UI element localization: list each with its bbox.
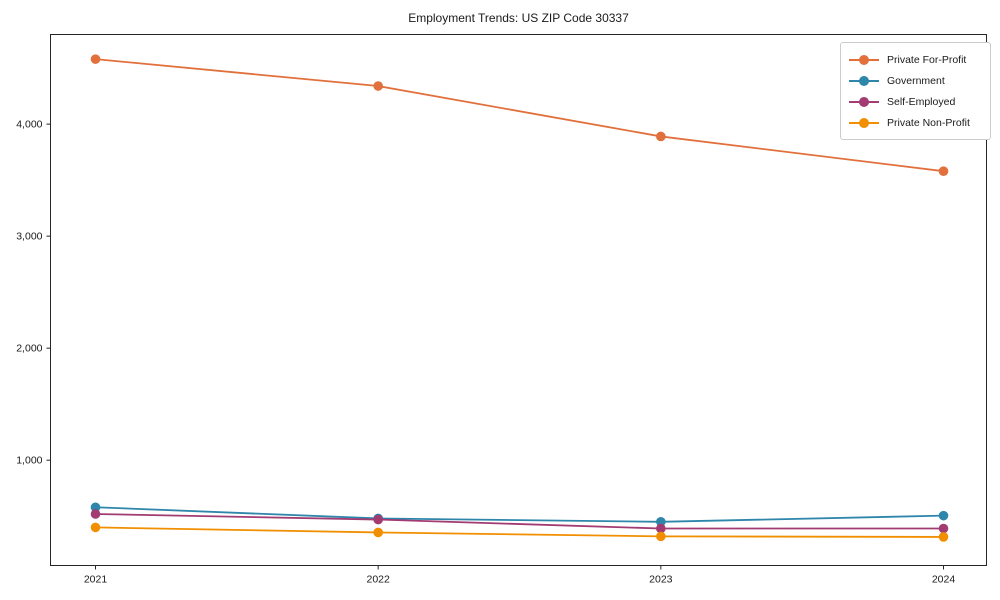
axes-frame xyxy=(50,34,987,566)
data-point-private-for-profit xyxy=(938,166,949,176)
legend-item-self-employed: Self-Employed xyxy=(849,91,982,112)
data-point-private-non-profit xyxy=(373,527,383,538)
legend-marker-icon xyxy=(849,96,879,107)
series-line-private-non-profit xyxy=(95,526,944,538)
data-point-government xyxy=(90,502,101,513)
x-tick-label: 2022 xyxy=(366,574,390,586)
series-line-government xyxy=(95,506,944,523)
data-point-private-for-profit xyxy=(90,54,101,64)
x-tick-label: 2024 xyxy=(932,574,956,586)
chart-title: Employment Trends: US ZIP Code 30337 xyxy=(408,11,629,25)
data-point-private-non-profit xyxy=(656,531,666,542)
data-point-government xyxy=(656,517,666,527)
y-tick-label: 3,000 xyxy=(16,231,42,243)
data-point-self-employed xyxy=(656,523,666,534)
data-point-private-non-profit xyxy=(938,532,949,542)
data-point-self-employed xyxy=(90,509,101,519)
y-tick-label: 2,000 xyxy=(16,343,42,355)
legend-item-private-for-profit: Private For-Profit xyxy=(849,49,982,70)
x-tick-label: 2023 xyxy=(649,574,673,586)
legend-label: Self-Employed xyxy=(887,95,956,108)
data-point-self-employed xyxy=(373,514,383,525)
x-tick-label: 2021 xyxy=(84,574,108,586)
legend-marker-icon xyxy=(849,117,879,128)
legend-item-government: Government xyxy=(849,70,982,91)
legend-item-private-non-profit: Private Non-Profit xyxy=(849,112,982,133)
series-line-private-for-profit xyxy=(95,58,944,173)
data-point-private-for-profit xyxy=(373,81,383,91)
legend-marker-icon xyxy=(849,75,879,86)
data-point-private-for-profit xyxy=(656,131,666,142)
y-tick-label: 1,000 xyxy=(16,455,42,467)
data-point-government xyxy=(938,510,949,521)
legend-label: Government xyxy=(887,74,945,87)
series-line-self-employed xyxy=(95,513,944,530)
data-point-self-employed xyxy=(938,523,949,534)
legend-label: Private Non-Profit xyxy=(887,116,970,129)
legend-marker-icon xyxy=(849,54,879,65)
y-tick-label: 4,000 xyxy=(16,119,42,131)
legend-label: Private For-Profit xyxy=(887,53,967,66)
legend: Private For-Profit Government Self-Employe… xyxy=(840,42,991,140)
data-point-private-non-profit xyxy=(90,522,101,533)
